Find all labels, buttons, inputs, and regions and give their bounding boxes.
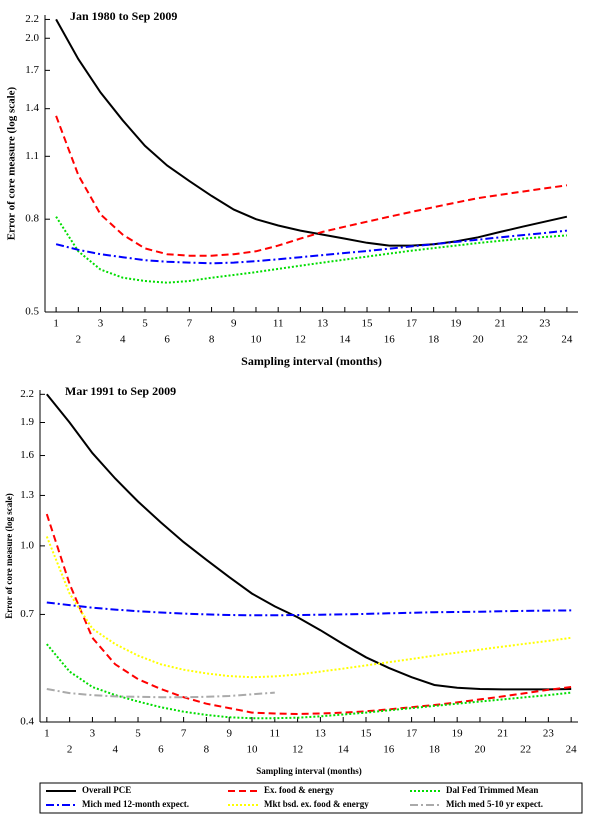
y-tick-label: 1.0 [20,539,34,551]
x-tick-label: 16 [384,334,396,346]
legend-label: Ex. food & energy [264,785,334,795]
x-tick-label: 2 [67,744,73,756]
series-line [55,216,567,284]
y-tick-label: 1.6 [20,449,34,461]
y-tick-label: 0.4 [20,716,34,728]
x-axis-label: Sampling interval (months) [256,766,362,776]
y-axis-label: Error of core measure (log scale) [4,493,14,619]
y-tick-label: 1.3 [20,489,34,501]
x-tick-label: 24 [566,744,578,756]
x-tick-label: 6 [158,744,164,756]
x-tick-label: 23 [539,318,551,330]
x-tick-label: 2 [76,334,82,346]
series-line [46,393,572,691]
x-tick-label: 19 [452,728,464,740]
y-tick-label: 1.1 [25,150,39,162]
legend-label: Dal Fed Trimmed Mean [446,785,538,795]
series-line [55,229,568,265]
x-tick-label: 13 [315,728,327,740]
x-tick-label: 20 [474,744,486,756]
x-tick-label: 24 [561,334,573,346]
legend-label: Mkt bsd. ex. food & energy [264,799,369,809]
x-tick-label: 8 [209,334,215,346]
legend-label: Mich med 5-10 yr expect. [446,799,543,809]
x-tick-label: 3 [98,318,104,330]
y-axis-label: Error of core measure (log scale) [6,86,18,240]
legend-box [39,782,583,814]
series-line [55,18,568,247]
legend-label: Overall PCE [82,785,131,795]
x-tick-label: 18 [429,744,441,756]
x-tick-label: 22 [520,744,531,756]
x-tick-label: 4 [112,744,118,756]
x-tick-label: 5 [135,728,141,740]
y-tick-label: 2.0 [25,32,39,44]
x-tick-label: 12 [292,744,303,756]
y-tick-label: 0.8 [25,213,39,225]
x-tick-label: 17 [406,728,418,740]
x-tick-label: 14 [338,744,350,756]
x-tick-label: 11 [273,318,284,330]
x-tick-label: 3 [90,728,96,740]
x-tick-label: 14 [339,334,351,346]
x-tick-label: 10 [250,334,262,346]
x-tick-label: 10 [247,744,259,756]
y-tick-label: 2.2 [25,13,39,25]
series-line [46,688,275,699]
chart-title: Jan 1980 to Sep 2009 [70,9,177,23]
x-tick-label: 9 [231,318,237,330]
series-line [55,115,568,257]
x-tick-label: 4 [120,334,126,346]
series-line [45,513,572,716]
x-tick-label: 15 [362,318,374,330]
series-line [46,643,572,720]
y-tick-label: 0.7 [20,608,34,620]
x-tick-label: 20 [473,334,485,346]
x-tick-label: 22 [517,334,528,346]
x-tick-label: 17 [406,318,418,330]
series-line [46,601,572,617]
x-tick-label: 5 [142,318,148,330]
x-tick-label: 8 [204,744,210,756]
x-tick-label: 13 [317,318,329,330]
x-tick-label: 12 [295,334,306,346]
x-tick-label: 11 [270,728,281,740]
x-tick-label: 15 [360,728,372,740]
y-tick-label: 1.4 [25,102,39,114]
legend-label: Mich med 12-month expect. [82,799,189,809]
x-tick-label: 21 [497,728,508,740]
x-tick-label: 7 [187,318,193,330]
series-line [45,536,572,679]
y-tick-label: 1.9 [20,416,34,428]
x-tick-label: 9 [226,728,232,740]
x-axis-label: Sampling interval (months) [241,354,382,368]
x-tick-label: 16 [383,744,395,756]
x-tick-label: 23 [543,728,555,740]
x-tick-label: 6 [164,334,170,346]
y-tick-label: 2.2 [20,388,34,400]
y-tick-label: 0.5 [25,306,39,318]
chart-title: Mar 1991 to Sep 2009 [65,384,176,398]
y-tick-label: 1.7 [25,64,39,76]
x-tick-label: 1 [44,728,50,740]
x-tick-label: 19 [450,318,462,330]
x-tick-label: 1 [53,318,59,330]
x-tick-label: 7 [181,728,187,740]
x-tick-label: 21 [495,318,506,330]
x-tick-label: 18 [428,334,440,346]
